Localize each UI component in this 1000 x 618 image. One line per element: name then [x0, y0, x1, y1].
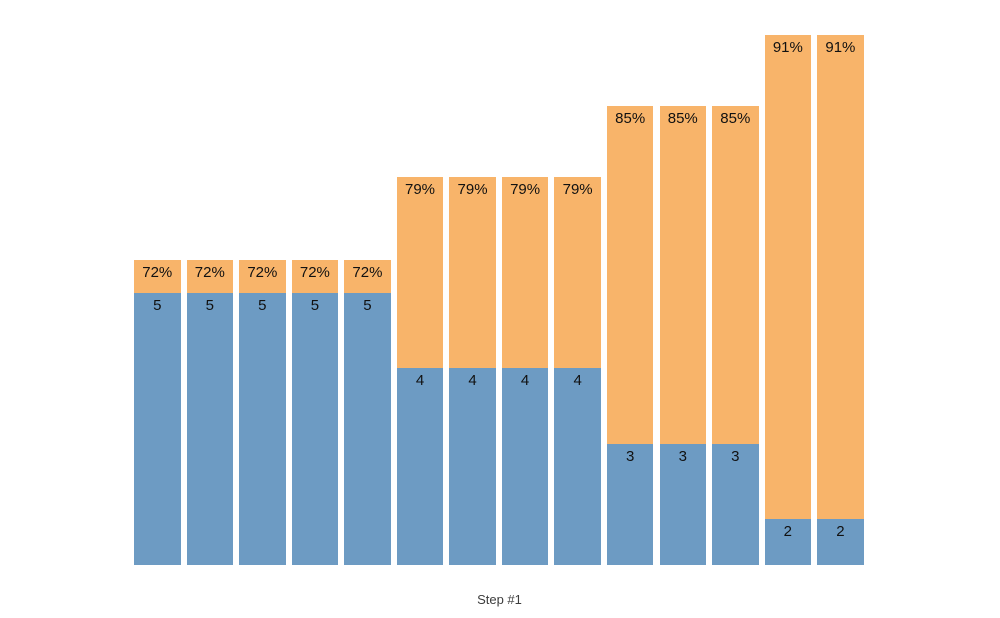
bar-top-segment: 79%	[554, 177, 601, 368]
bar-bottom-segment: 5	[239, 293, 286, 565]
bar-top-segment: 72%	[134, 260, 181, 293]
bar: 85% 3	[712, 106, 759, 565]
bar-top-segment: 85%	[659, 106, 706, 444]
bar-count-label: 2	[836, 523, 845, 540]
bar-percent-label: 91%	[772, 39, 803, 56]
bar: 72% 5	[291, 260, 339, 565]
x-axis-label: Step #1	[477, 592, 522, 607]
bar-bottom-segment: 4	[396, 368, 444, 565]
bar-percent-label: 72%	[299, 264, 330, 281]
bar: 79% 4	[501, 177, 549, 565]
bar-top-segment: 85%	[606, 106, 654, 444]
bar-top-segment: 72%	[344, 260, 391, 293]
bar-top-segment: 72%	[186, 260, 234, 293]
bar: 72% 5	[134, 260, 181, 565]
bar: 72% 5	[344, 260, 391, 565]
bar-top-segment: 72%	[239, 260, 286, 293]
bar-bottom-segment: 5	[186, 293, 234, 565]
bar-percent-label: 72%	[352, 264, 383, 281]
bar-percent-label: 85%	[667, 110, 698, 127]
bar: 91% 2	[764, 35, 812, 565]
bar-percent-label: 79%	[404, 181, 436, 198]
bar: 79% 4	[554, 177, 601, 565]
bar-count-label: 5	[258, 297, 267, 314]
bar-percent-label: 72%	[142, 264, 173, 281]
bar-top-segment: 72%	[291, 260, 339, 293]
bar: 79% 4	[449, 177, 496, 565]
bar-count-label: 4	[468, 372, 477, 389]
bar-count-label: 4	[415, 372, 425, 389]
bar-count-label: 3	[731, 448, 740, 465]
bar-percent-label: 79%	[562, 181, 593, 198]
bar: 91% 2	[817, 35, 864, 565]
bar-top-segment: 79%	[501, 177, 549, 368]
bar-count-label: 4	[520, 372, 530, 389]
bar-count-label: 5	[363, 297, 372, 314]
bar-count-label: 5	[310, 297, 320, 314]
bar: 72% 5	[239, 260, 286, 565]
bar-percent-label: 79%	[510, 181, 541, 198]
bar-bottom-segment: 3	[659, 444, 706, 565]
bar-bottom-segment: 5	[134, 293, 181, 565]
bar-top-segment: 79%	[449, 177, 496, 368]
bar-count-label: 3	[626, 448, 635, 465]
bar-top-segment: 91%	[764, 35, 812, 519]
bar-count-label: 4	[573, 372, 582, 389]
bar-bottom-segment: 4	[501, 368, 549, 565]
bar-count-label: 2	[783, 523, 793, 540]
bar-top-segment: 79%	[396, 177, 444, 368]
bar-bottom-segment: 5	[291, 293, 339, 565]
bar-bottom-segment: 2	[817, 519, 864, 565]
bar: 85% 3	[659, 106, 706, 565]
bar: 79% 4	[396, 177, 444, 565]
bar-bottom-segment: 4	[554, 368, 601, 565]
bar: 85% 3	[606, 106, 654, 565]
bar-percent-label: 72%	[247, 264, 278, 281]
bar-bottom-segment: 3	[712, 444, 759, 565]
bar-bottom-segment: 3	[606, 444, 654, 565]
bar: 72% 5	[186, 260, 234, 565]
bar-top-segment: 91%	[817, 35, 864, 519]
bar-count-label: 5	[205, 297, 214, 314]
bar-count-label: 5	[153, 297, 162, 314]
bar-bottom-segment: 2	[764, 519, 812, 565]
bar-bottom-segment: 5	[344, 293, 391, 565]
bar-percent-label: 91%	[825, 39, 856, 56]
bar-percent-label: 85%	[615, 110, 646, 127]
bar-top-segment: 85%	[712, 106, 759, 444]
bar-percent-label: 79%	[457, 181, 488, 198]
bar-percent-label: 85%	[720, 110, 751, 127]
bar-bottom-segment: 4	[449, 368, 496, 565]
bar-percent-label: 72%	[194, 264, 225, 281]
bar-count-label: 3	[678, 448, 687, 465]
